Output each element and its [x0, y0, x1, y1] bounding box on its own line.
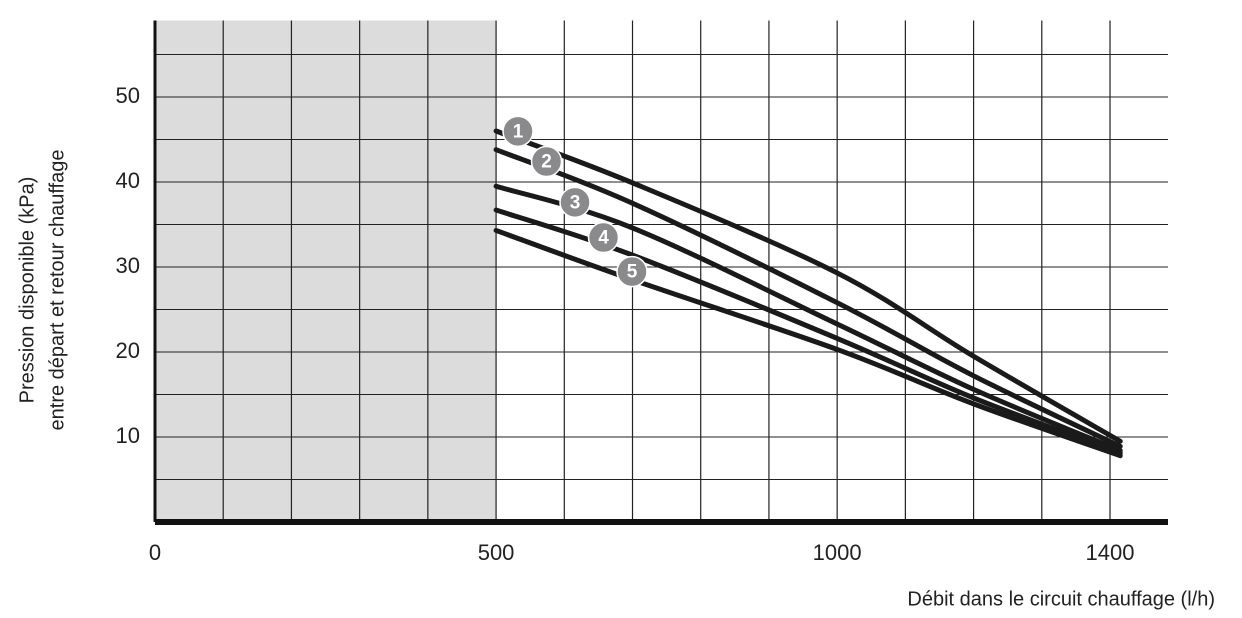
series-badge — [587, 221, 620, 254]
y-tick-label: 10 — [116, 423, 140, 448]
legend-label: 4 — [598, 228, 609, 249]
y-axis-title: Pression disponible (kPa) — [16, 177, 38, 404]
legend-label: 3 — [570, 192, 581, 213]
shaded-region — [155, 20, 497, 522]
legend-label: 1 — [513, 121, 524, 142]
series-badge — [530, 145, 563, 178]
series-line — [493, 207, 1123, 456]
x-tick-label: 0 — [149, 540, 161, 565]
y-tick-label: 20 — [116, 338, 140, 363]
x-tick-label: 1400 — [1086, 540, 1135, 565]
y-axis-title: entre départ et retour chauffage — [46, 150, 68, 431]
series-line — [493, 227, 1123, 459]
series-line — [493, 128, 1123, 444]
y-tick-label: 30 — [116, 253, 140, 278]
legend-label: 5 — [627, 262, 638, 283]
y-tick-label: 50 — [116, 83, 140, 108]
legend-label: 2 — [541, 152, 552, 173]
y-tick-label: 40 — [116, 168, 140, 193]
series-badge — [616, 255, 648, 288]
x-axis-title: Débit dans le circuit chauffage (l/h) — [907, 588, 1215, 610]
series-line — [493, 147, 1123, 449]
x-tick-label: 500 — [478, 540, 515, 565]
series-badge — [502, 115, 534, 148]
x-tick-label: 1000 — [813, 540, 862, 565]
series-line — [493, 183, 1123, 454]
series-badge — [559, 186, 591, 219]
